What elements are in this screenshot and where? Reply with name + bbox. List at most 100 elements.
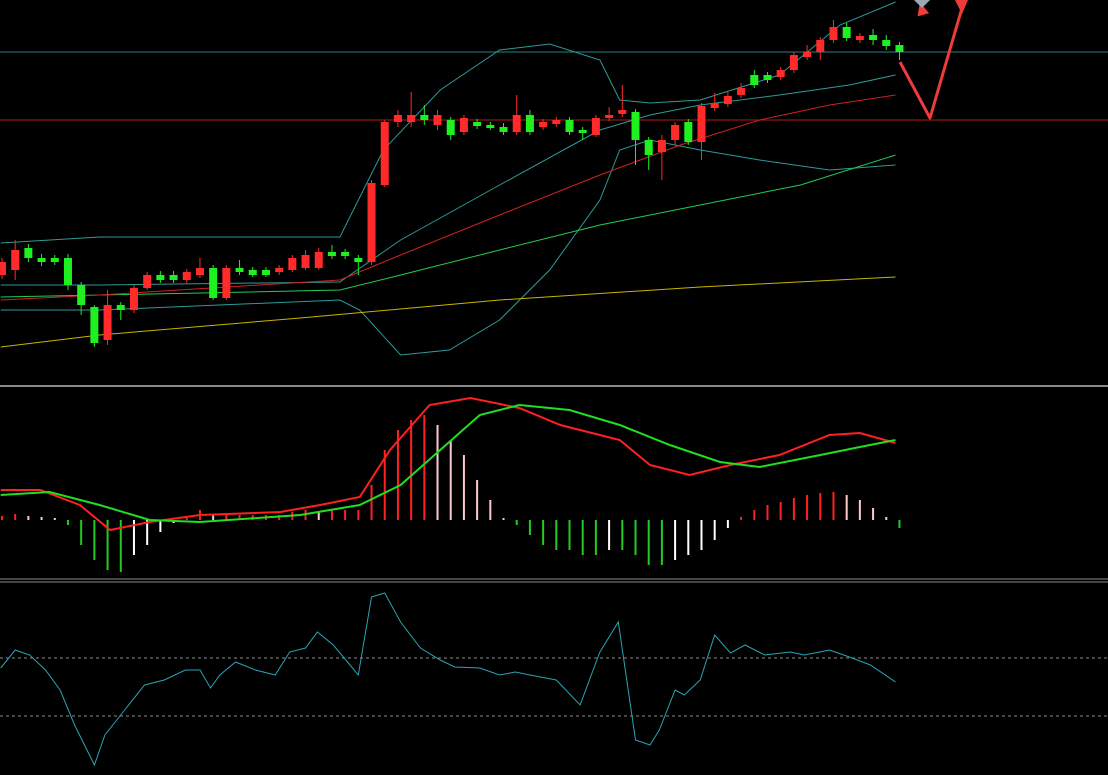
candle-body [90, 307, 99, 343]
candle-body [129, 288, 138, 310]
candle-body [143, 275, 152, 288]
histogram-bar [766, 505, 769, 520]
histogram-bar [185, 518, 188, 520]
histogram-bar [581, 520, 584, 555]
histogram-bar [674, 520, 677, 560]
histogram-bar [410, 420, 413, 520]
histogram-bar [225, 515, 228, 520]
candle-body [354, 258, 363, 262]
candle-body [195, 268, 204, 275]
histogram-bar [119, 520, 122, 572]
histogram-bar [845, 495, 848, 520]
candle-body [697, 106, 706, 142]
histogram-bar [449, 440, 452, 520]
candle-body [552, 120, 561, 124]
candle-body [763, 75, 772, 80]
candle-body [499, 127, 508, 132]
histogram-bar [555, 520, 558, 550]
candle-body [565, 120, 574, 132]
histogram-bar [608, 520, 611, 550]
histogram-bar [462, 455, 465, 520]
histogram-bar [344, 510, 347, 520]
histogram-bar [66, 520, 69, 525]
candle-body [169, 275, 178, 280]
candle-body [222, 268, 231, 298]
candle-body [512, 115, 521, 132]
candle-body [618, 110, 627, 114]
histogram-bar [819, 493, 822, 520]
indicator-line [0, 276, 896, 348]
candle-body [816, 40, 825, 52]
histogram-bar [594, 520, 597, 555]
histogram-bar [476, 480, 479, 520]
histogram-bar [858, 500, 861, 520]
candle-body [525, 115, 534, 132]
marker-diamond [914, 0, 930, 8]
candle-body [393, 115, 402, 122]
arrow-head [955, 0, 968, 14]
candle-body [275, 268, 284, 272]
histogram-bar [621, 520, 624, 550]
histogram-bar [0, 516, 3, 520]
histogram-bar [132, 520, 135, 555]
histogram-bar [27, 516, 30, 520]
histogram-bar [528, 520, 531, 535]
candle-body [657, 140, 666, 152]
candle-body [776, 70, 785, 77]
histogram-bar [93, 520, 96, 560]
histogram-bar [106, 520, 109, 570]
candle-body [671, 125, 680, 140]
candle-body [248, 270, 257, 275]
candle-body [341, 252, 350, 256]
candle-body [24, 248, 33, 258]
candle-body [882, 40, 891, 46]
histogram-bar [568, 520, 571, 550]
histogram-bar [383, 450, 386, 520]
histogram-bar [436, 425, 439, 520]
histogram-bar [806, 495, 809, 520]
histogram-bar [53, 518, 56, 520]
candle-body [156, 275, 165, 280]
candle-body [77, 285, 86, 305]
candle-body [103, 305, 112, 340]
candle-body [209, 268, 218, 298]
candle-body [684, 122, 693, 142]
candle-body [314, 252, 323, 268]
histogram-bar [713, 520, 716, 540]
candle-body [235, 268, 244, 272]
indicator-line [0, 139, 896, 356]
histogram-bar [885, 517, 888, 520]
candle-body [895, 45, 904, 52]
histogram-bar [330, 510, 333, 520]
candle-body [261, 270, 270, 275]
histogram-bar [40, 517, 43, 520]
candle-body [380, 122, 389, 185]
candle-body [327, 252, 336, 256]
histogram-bar [80, 520, 83, 545]
histogram-bar [146, 520, 149, 545]
histogram-bar [779, 502, 782, 520]
candle-body [446, 120, 455, 135]
candle-body [0, 262, 6, 275]
histogram-bar [542, 520, 545, 545]
histogram-bar [898, 520, 901, 528]
histogram-bar [753, 510, 756, 520]
candle-body [723, 96, 732, 104]
candle-body [182, 272, 191, 280]
candle-body [11, 250, 20, 270]
candle-body [644, 140, 653, 155]
histogram-bar [14, 514, 17, 520]
candle-body [116, 305, 125, 310]
indicator-line [0, 592, 896, 767]
candle-body [578, 130, 587, 133]
histogram-bar [370, 485, 373, 520]
histogram-bar [396, 430, 399, 520]
candle-body [631, 112, 640, 140]
candle-body [459, 118, 468, 132]
histogram-bar [872, 508, 875, 520]
histogram-bar [634, 520, 637, 555]
candle-body [605, 115, 614, 118]
